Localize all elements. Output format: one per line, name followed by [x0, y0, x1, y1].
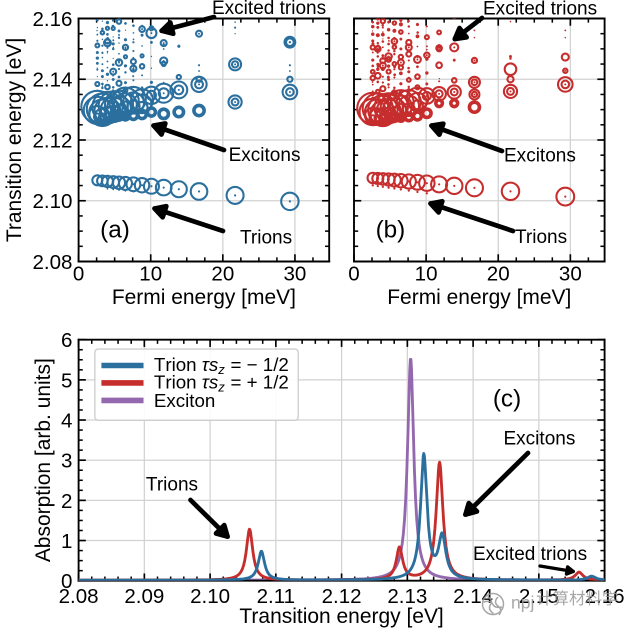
- svg-text:Excitons: Excitons: [229, 145, 301, 166]
- svg-text:30: 30: [284, 263, 307, 286]
- svg-text:Exciton: Exciton: [154, 390, 216, 411]
- svg-text:0: 0: [61, 570, 72, 593]
- svg-text:Trions: Trions: [515, 227, 567, 248]
- svg-text:6: 6: [61, 329, 72, 352]
- svg-text:Trions: Trions: [240, 227, 292, 248]
- svg-text:2.13: 2.13: [387, 585, 427, 608]
- svg-text:(a): (a): [100, 216, 130, 243]
- svg-text:2.08: 2.08: [32, 251, 72, 274]
- svg-text:2.09: 2.09: [124, 585, 164, 608]
- svg-text:2.11: 2.11: [257, 585, 295, 608]
- svg-text:2.10: 2.10: [32, 190, 72, 213]
- svg-text:Absorption [arb. units]: Absorption [arb. units]: [32, 358, 55, 562]
- svg-text:2: 2: [61, 490, 72, 513]
- svg-text:2.16: 2.16: [585, 585, 625, 608]
- svg-text:T r i o: T r i o n = + 1 / 2 τ s z: [154, 368, 295, 394]
- svg-text:Fermi energy [meV]: Fermi energy [meV]: [387, 286, 571, 309]
- svg-text:5: 5: [61, 369, 72, 392]
- svg-text:(c): (c): [493, 385, 521, 412]
- svg-text:10: 10: [139, 263, 162, 286]
- svg-text:Excitons: Excitons: [504, 145, 576, 166]
- svg-text:2.14: 2.14: [32, 69, 72, 92]
- svg-text:Transition energy [eV]: Transition energy [eV]: [239, 605, 443, 628]
- svg-text:Transition energy [eV]: Transition energy [eV]: [3, 38, 26, 242]
- svg-text:(b): (b): [376, 216, 406, 243]
- svg-text:30: 30: [559, 263, 582, 286]
- svg-text:4: 4: [61, 409, 72, 432]
- svg-text:Fermi energy [meV]: Fermi energy [meV]: [112, 286, 296, 309]
- svg-text:2.08: 2.08: [59, 585, 99, 608]
- svg-text:0: 0: [348, 263, 359, 286]
- svg-text:2.12: 2.12: [32, 129, 72, 152]
- svg-text:20: 20: [211, 263, 234, 286]
- svg-text:1: 1: [61, 530, 72, 553]
- svg-text:10: 10: [415, 263, 438, 286]
- svg-text:Trions: Trions: [146, 474, 198, 495]
- svg-text:3: 3: [61, 450, 72, 473]
- svg-text:Excited trions: Excited trions: [483, 0, 597, 19]
- svg-text:T r i o: T r i o n = − 1 / 2 τ s z: [154, 351, 295, 377]
- svg-text:20: 20: [487, 263, 510, 286]
- svg-text:2.10: 2.10: [190, 585, 230, 608]
- svg-text:Excited trions: Excited trions: [473, 544, 587, 565]
- svg-text:Excited trions: Excited trions: [212, 0, 326, 19]
- svg-text:2.12: 2.12: [322, 585, 362, 608]
- svg-text:npj: npj: [511, 593, 534, 613]
- svg-text:2.16: 2.16: [32, 8, 72, 31]
- svg-text:Excitons: Excitons: [503, 428, 575, 449]
- svg-text:0: 0: [73, 263, 84, 286]
